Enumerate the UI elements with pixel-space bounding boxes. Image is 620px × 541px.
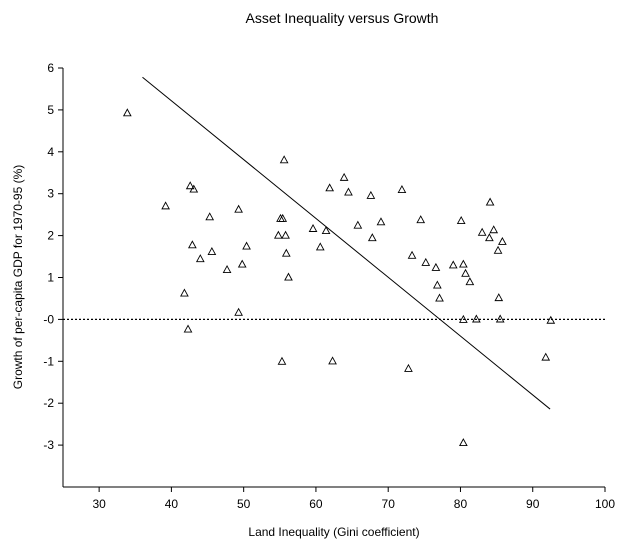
data-point-triangle (315, 242, 325, 251)
data-point-triangle (458, 438, 468, 447)
x-tick-label: 70 (382, 497, 396, 511)
data-point-triangle (278, 213, 288, 222)
data-point-triangle (489, 225, 499, 234)
data-point-triangle (431, 262, 441, 271)
data-point-triangle (277, 356, 287, 365)
data-point-triangle (237, 259, 247, 268)
data-point-triangle (366, 190, 376, 199)
y-tick-label: -0 (43, 312, 54, 326)
data-point-triangle (432, 280, 442, 289)
data-point-triangle (183, 324, 193, 333)
data-point-triangle (416, 215, 426, 224)
y-tick-label: 1 (47, 271, 54, 285)
data-point-triangle (404, 363, 413, 372)
data-point-triangle (122, 108, 132, 117)
data-point-triangle (328, 356, 337, 365)
data-point-triangle (273, 230, 283, 239)
fit-line-group (142, 76, 551, 410)
data-point-triangle (195, 254, 205, 263)
data-point-triangle (207, 247, 217, 255)
data-point-triangle (421, 257, 431, 266)
data-point-triangle (465, 277, 475, 286)
regression-line (142, 76, 551, 410)
data-point-triangle (456, 215, 466, 224)
data-point-triangle (321, 226, 331, 235)
y-tick-label: -3 (43, 438, 54, 452)
data-point-triangle (185, 181, 195, 190)
data-point-triangle (458, 259, 468, 268)
y-tick-label: -2 (43, 396, 54, 410)
data-point-triangle (493, 245, 503, 254)
data-point-triangle (187, 240, 197, 249)
data-point-triangle (281, 230, 290, 239)
x-tick-label: 50 (237, 497, 251, 511)
data-point-triangle (448, 260, 458, 269)
data-point-triangle (344, 187, 353, 196)
data-point-triangle (477, 227, 487, 236)
y-tick-label: 6 (47, 61, 54, 75)
x-tick-label: 60 (309, 497, 323, 511)
data-point-triangle (376, 217, 386, 226)
data-point-triangle (308, 223, 318, 232)
data-point-triangle (485, 197, 495, 206)
x-tick-label: 90 (526, 497, 540, 511)
x-tick-label: 100 (595, 497, 615, 511)
data-point-triangle (234, 204, 243, 213)
data-point-triangle (397, 184, 407, 193)
x-tick-label: 40 (165, 497, 179, 511)
y-tick-label: -1 (43, 354, 54, 368)
data-point-triangle (339, 172, 349, 181)
data-point-triangle (472, 314, 481, 323)
data-point-triangle (485, 233, 494, 242)
data-point-triangle (495, 314, 505, 323)
data-point-triangle (498, 236, 507, 245)
data-point-triangle (353, 220, 363, 229)
data-point-triangle (458, 314, 468, 323)
data-point-triangle (546, 315, 556, 324)
data-point-triangle (494, 293, 504, 302)
x-tick-label: 80 (454, 497, 468, 511)
data-point-triangle (367, 233, 377, 242)
data-point-triangle (161, 201, 170, 210)
data-point-triangle (279, 155, 289, 164)
data-point-triangle (407, 250, 417, 259)
data-point-triangle (180, 288, 189, 297)
y-tick-label: 3 (47, 187, 54, 201)
x-ticks: 30 40 50 60 70 80 90 100 (92, 487, 615, 511)
x-tick-label: 30 (92, 497, 106, 511)
chart-title: Asset Inequality versus Growth (246, 10, 439, 26)
y-axis-title: Growth of per-capita GDP for 1970-95 (%) (11, 165, 25, 390)
y-tick-label: 5 (47, 103, 54, 117)
data-point-triangle (234, 307, 243, 316)
data-point-triangle (242, 241, 251, 250)
y-tick-label: 4 (47, 145, 54, 159)
data-point-triangle (222, 265, 232, 274)
data-points (122, 108, 556, 447)
data-point-triangle (325, 183, 335, 192)
data-point-triangle (541, 352, 551, 361)
plot-area (62, 68, 605, 488)
data-point-triangle (461, 268, 470, 277)
x-axis-title: Land Inequality (Gini coefficient) (248, 525, 419, 539)
data-point-triangle (435, 293, 444, 302)
y-ticks: 6 5 4 3 2 1 -0 -1 -2 -3 (43, 61, 63, 452)
data-point-triangle (205, 212, 215, 221)
data-point-triangle (281, 248, 291, 257)
data-point-triangle (284, 272, 293, 281)
y-tick-label: 2 (47, 229, 54, 243)
data-point-triangle (189, 184, 199, 193)
